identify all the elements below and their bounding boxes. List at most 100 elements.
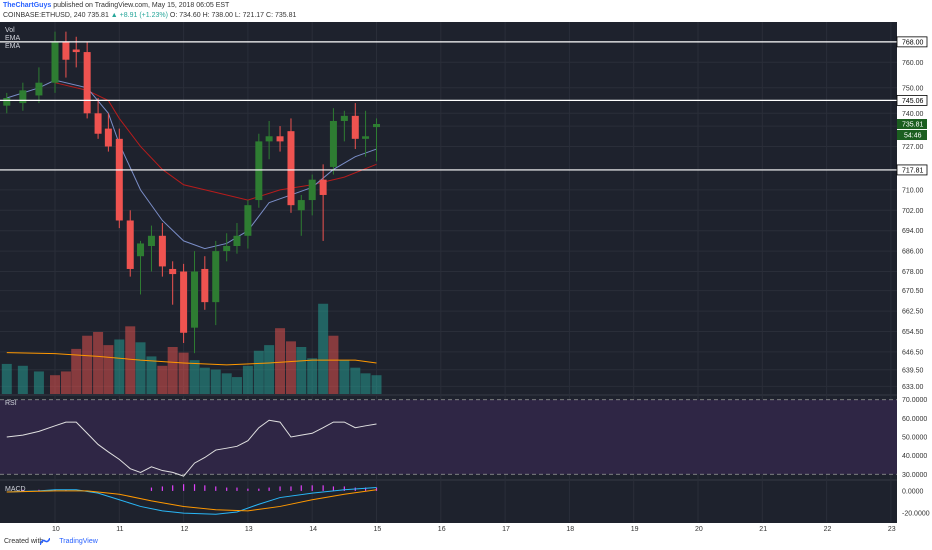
time-tick-label: 10 [52, 526, 60, 533]
volume-bar [275, 328, 286, 394]
candle-body [340, 115, 348, 121]
volume-bar [50, 375, 60, 394]
indicator-label: EMA [5, 35, 21, 42]
price-tick-label: 702.00 [902, 208, 924, 215]
time-tick-label: 17 [502, 526, 510, 533]
candle-body [169, 268, 177, 275]
volume-bar [199, 367, 210, 394]
candle-body [158, 235, 166, 267]
volume-bar [253, 350, 264, 394]
chart-header: TheChartGuys published on TradingView.co… [0, 0, 932, 22]
time-tick-label: 18 [566, 526, 574, 533]
price-tick-label: 633.00 [902, 384, 924, 391]
level-label-box [896, 36, 928, 48]
time-tick-label: 21 [759, 526, 767, 533]
candle-body [308, 179, 316, 201]
volume-bar [178, 352, 189, 394]
candle-body [72, 49, 80, 53]
publish-info: TheChartGuys published on TradingView.co… [3, 2, 229, 9]
symbol-label: COINBASE:ETHUSD, 240 [3, 12, 86, 19]
level-label-box [896, 164, 928, 176]
volume-bar [285, 341, 296, 394]
time-tick-label: 23 [888, 526, 896, 533]
volume-ma-line [6, 352, 377, 366]
rsi-tick-label: 50.0000 [902, 435, 927, 442]
volume-bar [157, 365, 168, 394]
volume-bar [189, 360, 200, 394]
chart-canvas[interactable]: 633.00 639.50 646.50 654.50 662.50 670.50 678.… [0, 22, 932, 534]
candle-body [51, 41, 59, 83]
volume-bar [296, 347, 307, 394]
candle-body [147, 235, 155, 246]
candle-body [94, 113, 102, 134]
price-tick-label: 654.50 [902, 329, 924, 336]
published-text: published on TradingView.com, May 15, 20… [53, 2, 230, 9]
time-tick-label: 11 [116, 526, 123, 533]
candle-body [373, 124, 380, 128]
candle-body [287, 131, 295, 206]
macd-tick-label: 0.0000 [902, 488, 924, 495]
signal-line [6, 489, 377, 512]
candle-body [297, 200, 305, 211]
last-price: 735.81 [87, 12, 109, 19]
price-tick-label: 670.50 [902, 288, 924, 295]
price-tick-label: 760.00 [902, 60, 924, 67]
indicator-label: Vol [5, 27, 15, 34]
candle-body [244, 205, 252, 236]
countdown-label: 54:46 [904, 133, 922, 140]
price-tick-label: 710.00 [902, 187, 924, 194]
volume-bar [167, 347, 178, 394]
price-tick-label: 686.00 [902, 249, 924, 256]
candle-body [255, 141, 263, 201]
candle-body [126, 220, 134, 269]
level-label: 768.00 [902, 39, 924, 46]
chart-footer: Created with TradingView [0, 534, 932, 550]
volume-bar [350, 367, 361, 394]
candle-body [276, 136, 284, 142]
price-tick-label: 740.00 [902, 111, 924, 118]
candle-body [223, 246, 231, 252]
volume-bar [328, 335, 339, 394]
volume-bar [71, 348, 82, 394]
price-tick-label: 694.00 [902, 228, 924, 235]
candle-body [62, 41, 70, 60]
symbol-info: COINBASE:ETHUSD, 240 735.81 ▲ +8.91 (+1.… [3, 12, 296, 19]
time-tick-label: 14 [309, 526, 317, 533]
volume-bar [114, 339, 125, 394]
rsi-tick-label: 60.0000 [902, 416, 927, 423]
price-tick-label: 727.00 [902, 144, 924, 151]
candle-body [212, 251, 220, 303]
price-change: ▲ +8.91 (+1.23%) [110, 12, 168, 19]
candle-body [265, 136, 273, 142]
candle-body [319, 179, 327, 195]
time-tick-label: 15 [374, 526, 382, 533]
ema-fast-line [6, 79, 377, 250]
level-label-box [896, 94, 928, 106]
volume-bar [82, 335, 93, 394]
volume-bar [339, 360, 350, 394]
volume-bar [307, 358, 318, 394]
ohlc-values: O: 734.60 H: 738.00 L: 721.17 C: 735.81 [169, 12, 297, 19]
author-link[interactable]: TheChartGuys [3, 2, 52, 9]
volume-bar [264, 345, 275, 394]
volume-bar [135, 342, 146, 394]
volume-bar [93, 331, 104, 394]
rsi-band [0, 399, 897, 475]
candle-body [115, 138, 123, 221]
candle-body [3, 98, 11, 106]
tradingview-link[interactable]: TradingView [59, 538, 98, 545]
volume-bar [360, 373, 371, 394]
level-label: 717.81 [902, 167, 924, 174]
rsi-tick-label: 70.0000 [902, 397, 927, 404]
price-tick-label: 646.50 [902, 349, 924, 356]
tradingview-logo-icon [40, 538, 50, 545]
price-tick-label: 750.00 [902, 85, 924, 92]
volume-bar [17, 365, 28, 394]
volume-bar [221, 373, 232, 394]
volume-bar [146, 356, 157, 394]
time-tick-label: 20 [695, 526, 703, 533]
rsi-tick-label: 30.0000 [902, 472, 927, 479]
countdown-box [897, 130, 927, 141]
current-price-box [897, 119, 927, 130]
candle-body [351, 115, 359, 139]
